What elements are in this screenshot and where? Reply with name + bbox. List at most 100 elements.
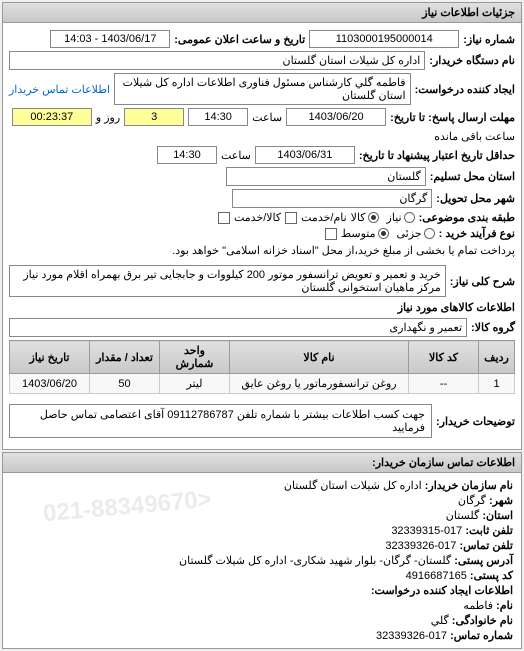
radio-small-label: جزئی <box>397 227 422 240</box>
province-value: گلستان <box>446 510 479 522</box>
td-row: 1 <box>479 374 515 394</box>
c-city-label: شهر: <box>489 495 513 507</box>
td-unit: لیتر <box>160 374 230 394</box>
deadline-label: مهلت ارسال پاسخ: تا تاریخ: <box>390 111 515 124</box>
row-valid: حداقل تاریخ اعتبار پیشنهاد تا تاریخ: 140… <box>9 146 515 164</box>
subject-label: شرح کلی نیاز: <box>450 275 515 288</box>
family-value: گلي <box>431 615 449 627</box>
row-buyer: نام دستگاه خریدار: اداره کل شیلات استان … <box>9 51 515 70</box>
row-deadline: مهلت ارسال پاسخ: تا تاریخ: 1403/06/20 سا… <box>9 108 515 143</box>
contact-link[interactable]: اطلاعات تماس خریدار <box>9 83 110 96</box>
td-name: روغن ترانسفورماتور یا روغن عایق <box>230 374 409 394</box>
days-and: روز و <box>96 111 120 124</box>
remaining-label: ساعت باقی مانده <box>434 130 515 143</box>
row-city: شهر محل تحویل: گرگان <box>9 189 515 208</box>
buyer-value: اداره کل شیلات استان گلستان <box>9 51 425 70</box>
c-city-value: گرگان <box>458 495 486 507</box>
radio-goods-label: کالا <box>351 211 366 224</box>
number-value: 1103000195000014 <box>309 30 459 48</box>
contact-tel: شماره تماس: 017-32339326 <box>11 629 513 642</box>
panel-title: جزئیات اطلاعات نیاز <box>3 3 521 23</box>
phone-label: تلفن ثابت: <box>465 525 513 537</box>
location-value: گلستان <box>226 167 426 186</box>
row-budget: طبقه بندی موضوعی: نیاز کالا نام/خدمت کال… <box>9 211 515 224</box>
postal-label: کد پستی: <box>470 570 513 582</box>
address-value: گلستان- گرگان- بلوار شهید شکاری- اداره ک… <box>179 555 451 567</box>
valid-label: حداقل تاریخ اعتبار پیشنهاد تا تاریخ: <box>359 149 515 162</box>
radio-need[interactable]: نیاز <box>387 211 415 224</box>
time-label-1: ساعت <box>252 111 282 124</box>
contact-name: نام: فاطمه <box>11 599 513 612</box>
org-value: اداره کل شیلات استان گلستان <box>284 480 422 492</box>
td-qty: 50 <box>90 374 160 394</box>
need-label: نام/خدمت <box>301 211 347 224</box>
fax-label: تلفن تماس: <box>459 540 513 552</box>
tel-label: شماره تماس: <box>450 630 513 642</box>
td-code: -- <box>409 374 479 394</box>
requester-label: ایجاد کننده درخواست: <box>415 83 515 96</box>
radio-icon <box>424 228 435 239</box>
row-buyer-note: توضیحات خریدار: جهت کسب اطلاعات بیشتر با… <box>9 400 515 442</box>
goods-table: ردیف کد کالا نام کالا واحد شمارش تعداد /… <box>9 340 515 394</box>
family-label: نام خانوادگی: <box>452 615 513 627</box>
radio-icon <box>368 212 379 223</box>
radio-goods[interactable]: کالا <box>351 211 379 224</box>
subject-value: خرید و تعمیر و تعویض ترانسفور موتور 200 … <box>9 265 446 297</box>
address-label: آدرس پستی: <box>454 555 513 567</box>
contact-phone: تلفن ثابت: 017-32339315 <box>11 524 513 537</box>
buyer-note-value: جهت کسب اطلاعات بیشتر با شماره تلفن 0911… <box>9 404 432 438</box>
contact-address: آدرس پستی: گلستان- گرگان- بلوار شهید شکا… <box>11 554 513 567</box>
purchase-note: پرداخت تمام یا بخشی از مبلغ خرید،از محل … <box>172 244 515 257</box>
name-label: نام: <box>496 600 513 612</box>
th-code: کد کالا <box>409 341 479 374</box>
row-number: شماره نیاز: 1103000195000014 تاریخ و ساع… <box>9 30 515 48</box>
th-name: نام کالا <box>230 341 409 374</box>
goods-header: اطلاعات کالاهای مورد نیاز <box>9 301 515 314</box>
requester-value: فاطمه گلي کارشناس مسئول فناوری اطلاعات ا… <box>114 73 411 105</box>
radio-icon <box>378 228 389 239</box>
row-group: گروه کالا: تعمیر و نگهداری <box>9 318 515 337</box>
contact-org: نام سازمان خریدار: اداره کل شیلات استان … <box>11 479 513 492</box>
contact-panel: اطلاعات تماس سازمان خریدار: 021-88349670… <box>2 452 522 649</box>
radio-small[interactable]: جزئی <box>397 227 435 240</box>
panel-body: شماره نیاز: 1103000195000014 تاریخ و ساع… <box>3 23 521 449</box>
row-requester: ایجاد کننده درخواست: فاطمه گلي کارشناس م… <box>9 73 515 105</box>
budget-label: طبقه بندی موضوعی: <box>419 211 515 224</box>
remaining-time: 00:23:37 <box>12 108 92 126</box>
tel-value: 017-32339326 <box>376 630 447 642</box>
number-label: شماره نیاز: <box>463 33 515 46</box>
contact-province: استان: گلستان <box>11 509 513 522</box>
radio-mid[interactable]: متوسط <box>341 227 389 240</box>
valid-date: 1403/06/31 <box>255 146 355 164</box>
deadline-time: 14:30 <box>188 108 248 126</box>
contact-header: اطلاعات تماس سازمان خریدار: <box>3 453 521 473</box>
req-header: اطلاعات ایجاد کننده درخواست: <box>11 584 513 597</box>
postal-value: 4916687165 <box>406 570 467 582</box>
purchase-radio-group: جزئی متوسط <box>341 227 435 240</box>
radio-need-label: نیاز <box>387 211 402 224</box>
th-date: تاریخ نیاز <box>10 341 90 374</box>
table-row: 1 -- روغن ترانسفورماتور یا روغن عایق لیت… <box>10 374 515 394</box>
city-value: گرگان <box>232 189 432 208</box>
row-subject: شرح کلی نیاز: خرید و تعمیر و تعویض ترانس… <box>9 265 515 297</box>
deadline-date: 1403/06/20 <box>286 108 386 126</box>
th-unit: واحد شمارش <box>160 341 230 374</box>
buyer-label: نام دستگاه خریدار: <box>429 54 515 67</box>
contact-body: 021-88349670> نام سازمان خریدار: اداره ک… <box>3 473 521 648</box>
name-value: فاطمه <box>463 600 493 612</box>
phone-value: 017-32339315 <box>391 525 462 537</box>
radio-mid-label: متوسط <box>341 227 376 240</box>
fax-value: 017-32339326 <box>385 540 456 552</box>
need-checkbox[interactable] <box>285 212 297 224</box>
service-checkbox[interactable] <box>218 212 230 224</box>
td-date: 1403/06/20 <box>10 374 90 394</box>
th-qty: تعداد / مقدار <box>90 341 160 374</box>
contact-family: نام خانوادگی: گلي <box>11 614 513 627</box>
province-label: استان: <box>482 510 513 522</box>
buyer-note-label: توضیحات خریدار: <box>436 415 515 428</box>
contact-city: شهر: گرگان <box>11 494 513 507</box>
contact-fax: تلفن تماس: 017-32339326 <box>11 539 513 552</box>
announce-value: 1403/06/17 - 14:03 <box>50 30 170 48</box>
time-label-2: ساعت <box>221 149 251 162</box>
purchase-note-checkbox[interactable] <box>325 228 337 240</box>
